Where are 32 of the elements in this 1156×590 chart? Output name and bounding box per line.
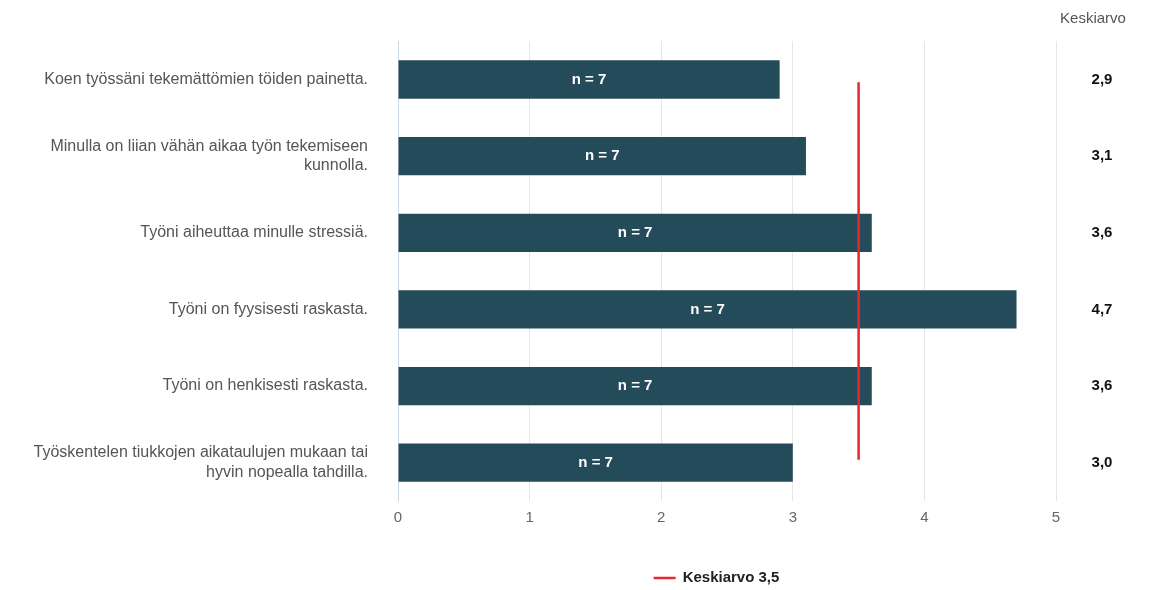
- bar: [398, 136, 806, 176]
- bar: [398, 60, 780, 99]
- y-tick-label: Työni on henkisesti raskasta.: [162, 376, 368, 394]
- x-tick-label: 3: [788, 508, 797, 526]
- bar: [398, 290, 1017, 329]
- y-tick-label: Koen työssäni tekemättömien töiden painetta.: [44, 69, 368, 87]
- x-tick-label: 1: [525, 508, 534, 526]
- legend-label: Keskiarvo 3,5: [682, 568, 780, 586]
- data-label: 3,1: [1091, 146, 1113, 164]
- data-label: 3,6: [1091, 222, 1113, 240]
- y-tick-label: Minulla on liian vähän aikaa työn tekemiseen kunnolla.: [50, 136, 368, 174]
- bar: [398, 213, 872, 252]
- data-label: 3,0: [1091, 452, 1113, 470]
- data-label: 2,9: [1091, 69, 1113, 87]
- x-tick-label: 2: [657, 508, 666, 526]
- x-tick-label: 5: [1051, 508, 1061, 526]
- x-tick-label: 0: [393, 508, 403, 526]
- annotation: n = 7: [617, 376, 653, 394]
- x-tick-label: 4: [920, 508, 929, 526]
- text: Keskiarvo: [1060, 9, 1126, 27]
- y-tick-label: Työni aiheuttaa minulle stressiä.: [140, 223, 368, 241]
- annotation: n = 7: [578, 452, 613, 470]
- y-tick-label: Työskentelen tiukkojen aikataulujen mukaan tai hyvin nopealla tahdilla.: [33, 443, 368, 480]
- data-label: 4,7: [1091, 299, 1113, 317]
- annotation: n = 7: [617, 222, 653, 240]
- annotation: n = 7: [690, 299, 725, 317]
- bar: [398, 443, 793, 482]
- y-tick-label: Työni on fyysisesti raskasta.: [168, 299, 368, 317]
- data-label: 3,6: [1091, 376, 1113, 394]
- annotation: n = 7: [584, 146, 620, 164]
- annotation: n = 7: [571, 69, 607, 87]
- bar: [398, 366, 872, 406]
